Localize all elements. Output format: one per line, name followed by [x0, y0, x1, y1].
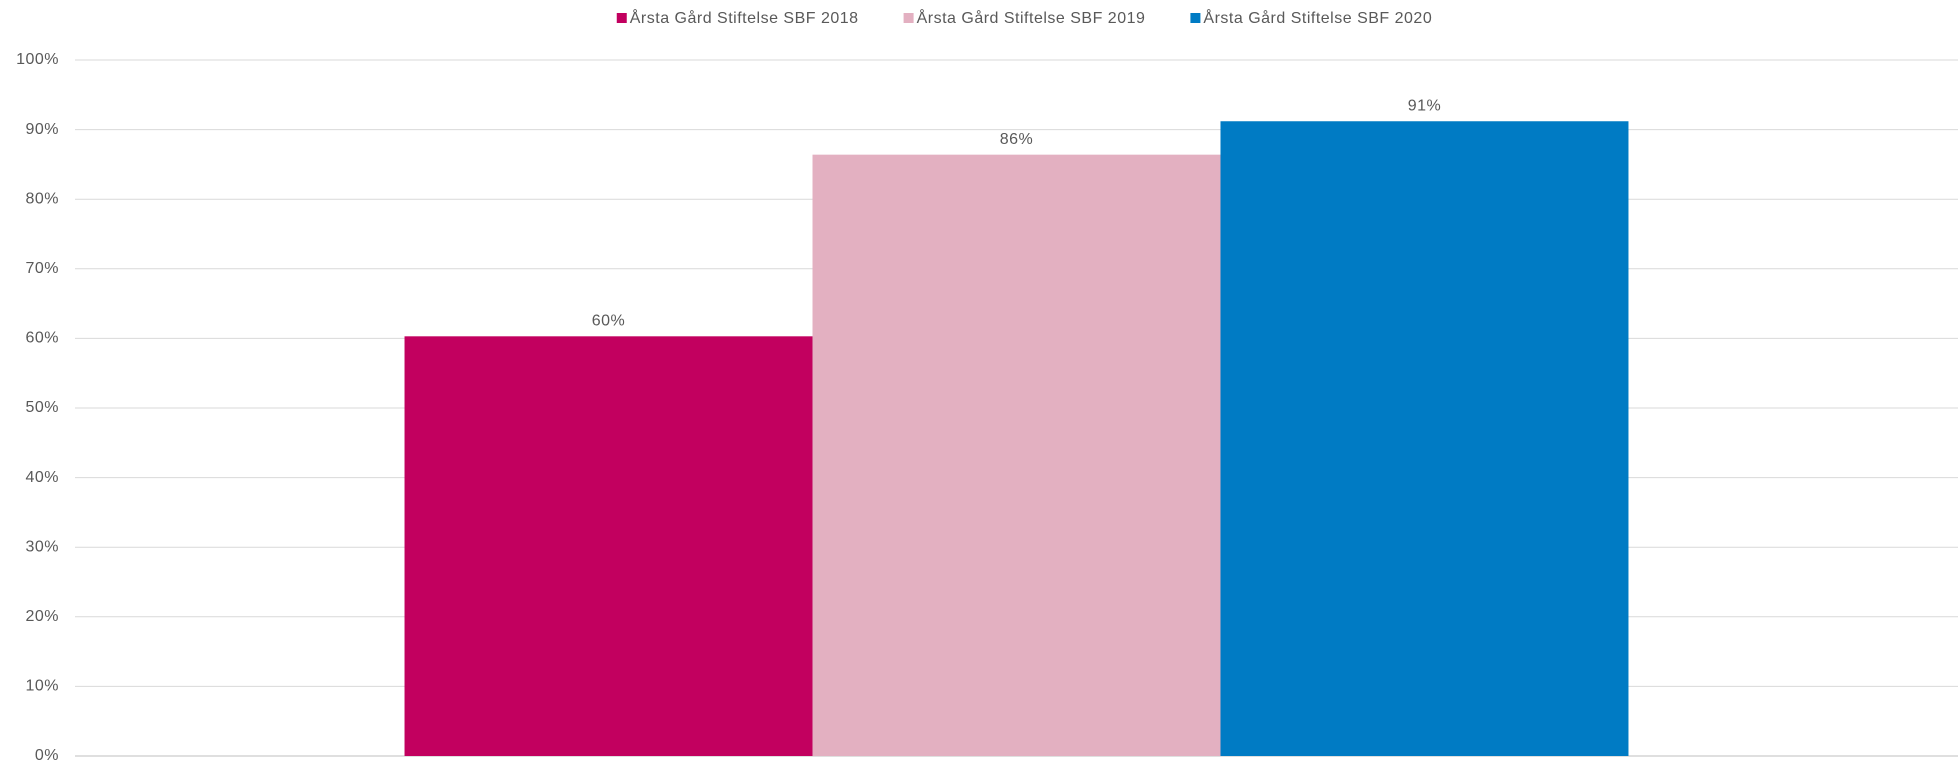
data-label: 86%: [1000, 131, 1034, 148]
y-tick-label: 60%: [25, 330, 59, 347]
y-tick-label: 70%: [25, 260, 59, 277]
y-tick-label: 10%: [25, 678, 59, 695]
data-label: 60%: [592, 313, 626, 330]
legend-swatch: [616, 13, 627, 23]
y-tick-label: 0%: [35, 747, 59, 763]
data-label: 91%: [1408, 97, 1442, 114]
y-tick-label: 30%: [25, 538, 59, 555]
bar: [812, 154, 1221, 756]
y-tick-label: 40%: [25, 469, 59, 486]
y-tick-label: 90%: [25, 121, 59, 138]
bar: [1220, 121, 1629, 757]
legend-label: Årsta Gård Stiftelse SBF 2020: [1203, 8, 1432, 27]
legend-label: Årsta Gård Stiftelse SBF 2019: [917, 8, 1146, 27]
y-tick-label: 50%: [25, 399, 59, 416]
legend-label: Årsta Gård Stiftelse SBF 2018: [630, 8, 859, 27]
y-tick-label: 20%: [25, 608, 59, 625]
legend-swatch: [1190, 13, 1201, 23]
legend-swatch: [903, 13, 914, 23]
y-tick-label: 80%: [25, 190, 59, 207]
y-tick-label: 100%: [16, 51, 59, 68]
bar: [404, 336, 813, 756]
